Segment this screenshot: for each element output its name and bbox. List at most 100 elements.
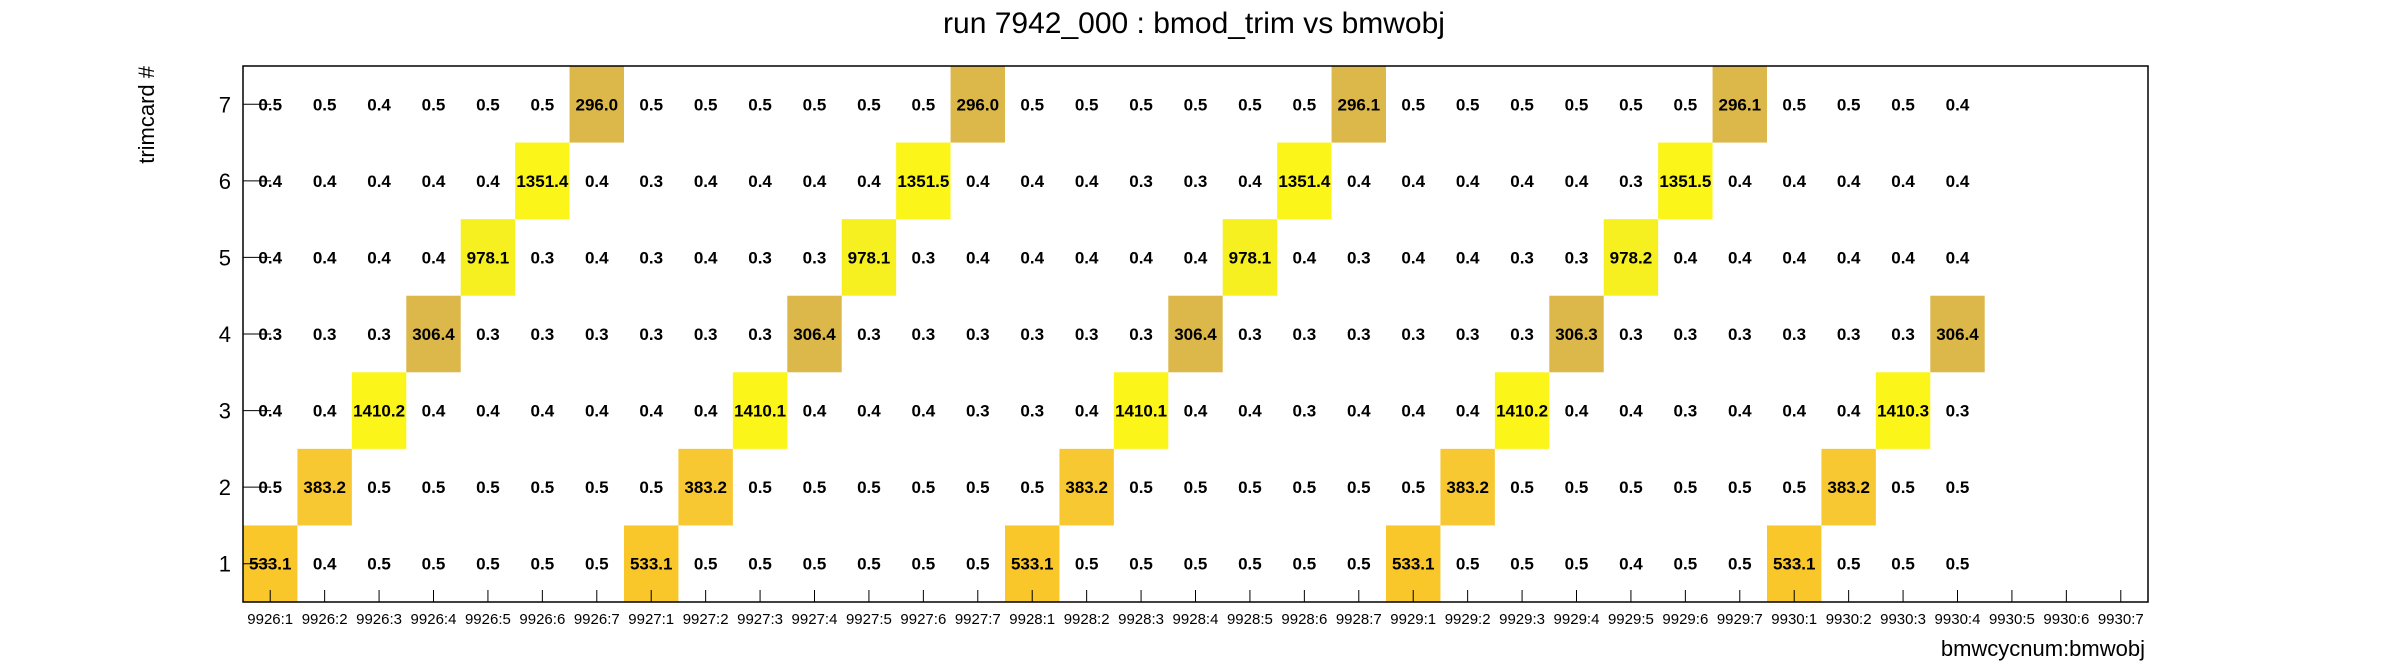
y-tick-label: 3 [219, 399, 231, 424]
cell-value-label: 306.4 [793, 325, 836, 344]
cell-value-label: 1410.3 [1877, 402, 1929, 421]
cell-value-label: 0.4 [531, 402, 555, 421]
cell-value-label: 0.4 [313, 555, 337, 574]
cell-value-label: 0.5 [1401, 478, 1425, 497]
cell-value-label: 1351.5 [1659, 172, 1711, 191]
cell-value-label: 978.1 [848, 248, 891, 267]
cell-value-label: 0.4 [1782, 172, 1806, 191]
cell-value-label: 0.3 [1619, 172, 1643, 191]
heatmap-cell [1113, 372, 1169, 449]
x-tick-label: 9928:6 [1281, 611, 1327, 628]
cell-value-label: 0.4 [748, 172, 772, 191]
cell-value-label: 0.5 [1782, 478, 1806, 497]
cell-value-label: 0.5 [367, 555, 391, 574]
heatmap-cell [569, 66, 624, 143]
cell-value-label: 0.3 [1728, 325, 1752, 344]
x-tick-label: 9929:1 [1390, 611, 1436, 628]
cell-value-label: 978.1 [1229, 248, 1272, 267]
x-tick-label: 9927:1 [628, 611, 674, 628]
heatmap-cell [1930, 295, 1985, 373]
x-tick-label: 9930:5 [1989, 611, 2035, 628]
cell-value-label: 0.4 [313, 172, 337, 191]
cell-value-label: 0.5 [803, 95, 827, 114]
cell-value-label: 0.5 [912, 95, 936, 114]
cell-value-label: 0.3 [1946, 402, 1970, 421]
cell-value-label: 0.5 [1728, 478, 1752, 497]
cell-value-label: 0.4 [1728, 248, 1752, 267]
x-tick-label: 9929:3 [1499, 611, 1545, 628]
cell-value-label: 0.4 [1837, 402, 1861, 421]
cell-value-label: 0.5 [531, 555, 555, 574]
cell-value-label: 383.2 [1446, 478, 1489, 497]
cell-value-label: 0.5 [748, 555, 772, 574]
heatmap-cell [1712, 66, 1767, 143]
x-tick-label: 9928:1 [1009, 611, 1055, 628]
cell-value-label: 1410.2 [1496, 402, 1548, 421]
cell-value-label: 0.4 [1837, 248, 1861, 267]
cell-value-label: 0.4 [912, 402, 936, 421]
heatmap-cell [1875, 372, 1931, 449]
cell-value-label: 0.3 [1565, 248, 1589, 267]
heatmap-cell [297, 448, 352, 526]
y-tick-label: 6 [219, 169, 231, 194]
cell-value-label: 0.4 [1674, 248, 1698, 267]
x-tick-label: 9929:7 [1717, 611, 1763, 628]
cell-value-label: 0.4 [857, 402, 881, 421]
cell-value-label: 0.5 [1510, 478, 1534, 497]
heatmap-cell-labels: 533.1 0.4 0.5 0.5 0.5 0.5 0.5 533.1 0.5 0.5 0.5 0.5… [249, 95, 1979, 573]
cell-value-label: 0.4 [966, 248, 990, 267]
cell-value-label: 0.3 [694, 325, 718, 344]
cell-value-label: 0.4 [639, 402, 663, 421]
cell-value-label: 0.5 [966, 555, 990, 574]
cell-value-label: 0.5 [639, 95, 663, 114]
cell-value-label: 0.4 [367, 248, 391, 267]
cell-value-label: 0.4 [476, 402, 500, 421]
cell-value-label: 0.5 [313, 95, 337, 114]
cell-value-label: 0.5 [1619, 478, 1643, 497]
cell-value-label: 0.5 [1184, 555, 1208, 574]
cell-value-label: 0.3 [1129, 325, 1153, 344]
cell-value-label: 0.5 [857, 478, 881, 497]
cell-value-label: 306.3 [1555, 325, 1598, 344]
cell-value-label: 0.4 [367, 95, 391, 114]
cell-value-label: 0.4 [313, 248, 337, 267]
cell-value-label: 306.4 [1936, 325, 1979, 344]
cell-value-label: 0.4 [1456, 248, 1480, 267]
cell-value-label: 0.3 [1510, 325, 1534, 344]
cell-value-label: 0.4 [1347, 402, 1371, 421]
cell-value-label: 0.4 [1401, 172, 1425, 191]
cell-value-label: 0.4 [1946, 95, 1970, 114]
heatmap-cell [1277, 142, 1332, 220]
cell-value-label: 0.5 [476, 95, 500, 114]
cell-value-label: 0.4 [1401, 248, 1425, 267]
cell-value-label: 0.3 [1020, 402, 1044, 421]
heatmap-cell [1494, 372, 1550, 449]
cell-value-label: 0.4 [1946, 172, 1970, 191]
cell-value-label: 0.3 [803, 248, 827, 267]
cell-value-label: 0.4 [1782, 402, 1806, 421]
heatmap-cell [1005, 525, 1060, 602]
cell-value-label: 0.5 [1075, 95, 1099, 114]
y-tick-label: 7 [219, 92, 231, 117]
y-tick-label: 5 [219, 245, 231, 270]
cell-value-label: 0.5 [1129, 478, 1153, 497]
cell-value-label: 0.4 [585, 248, 609, 267]
cell-value-label: 0.5 [1184, 478, 1208, 497]
cell-value-label: 0.3 [531, 325, 555, 344]
cell-value-label: 0.5 [1020, 95, 1044, 114]
cell-value-label: 0.4 [1129, 248, 1153, 267]
x-tick-label: 9926:3 [356, 611, 402, 628]
heatmap-cell [896, 142, 951, 220]
cell-value-label: 306.4 [1174, 325, 1217, 344]
cell-value-label: 0.3 [966, 402, 990, 421]
cell-value-label: 0.3 [1293, 402, 1317, 421]
cell-value-label: 0.5 [585, 478, 609, 497]
cell-value-label: 0.3 [531, 248, 555, 267]
cell-value-label: 0.4 [313, 402, 337, 421]
heatmap-cell [950, 66, 1005, 143]
heatmap-cell [1821, 448, 1876, 526]
cell-value-label: 0.5 [1347, 555, 1371, 574]
cell-value-label: 0.5 [1184, 95, 1208, 114]
cell-value-label: 0.3 [1674, 402, 1698, 421]
cell-value-label: 383.2 [684, 478, 727, 497]
